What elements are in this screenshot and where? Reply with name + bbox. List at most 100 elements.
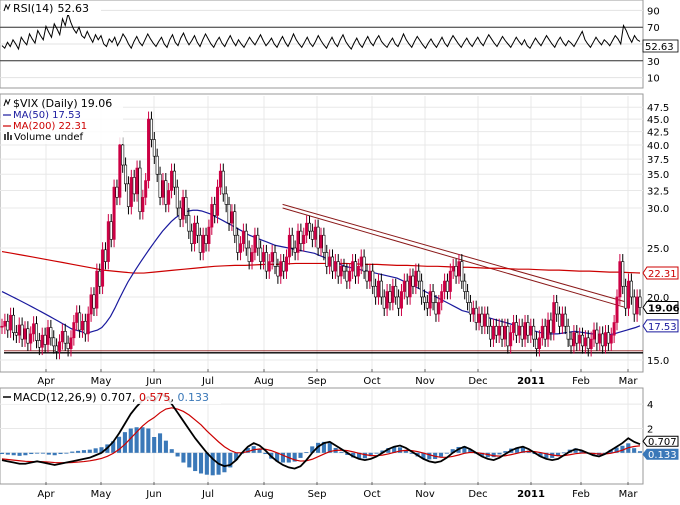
price-bar-body (325, 252, 329, 267)
macd-histogram-bar (117, 436, 122, 453)
price-bar-body (612, 322, 616, 336)
price-bar-body (503, 325, 507, 340)
macd-y-tick-labels: 42 (647, 400, 653, 435)
price-bar-body (69, 337, 73, 349)
price-bar-body (569, 338, 573, 347)
macd-histogram-bar (234, 452, 239, 461)
price-bar-body (345, 270, 349, 282)
price-bar-body (466, 291, 470, 303)
price-x-tick-label: Apr (37, 376, 55, 387)
price-bar-body (322, 234, 326, 253)
macd-histogram-bar (169, 449, 174, 453)
macd-histogram-bar (152, 437, 157, 453)
price-bar-body (9, 314, 13, 331)
macd-histogram-bar (280, 452, 286, 463)
price-bar-body (558, 313, 562, 327)
macd-histogram-bar (462, 446, 467, 453)
price-bar-body (305, 222, 309, 236)
price-bar-body (632, 296, 636, 315)
rsi-y-tick-label: 70 (647, 23, 660, 34)
price-x-tick-label: Jul (201, 376, 214, 387)
macd-histogram-bar (304, 452, 309, 453)
macd-last-value: 0.707 (648, 437, 677, 448)
price-bar-body (89, 294, 93, 315)
price-bar-body (37, 340, 41, 348)
price-bar-body (172, 170, 176, 188)
macd-histogram-bar (52, 452, 57, 456)
price-bar-body (566, 325, 570, 340)
macd-histogram-bar (356, 452, 362, 459)
macd-histogram-bar (146, 428, 151, 453)
price-bar-body (428, 291, 432, 309)
price-x-tick-label: Mar (619, 376, 639, 387)
macd-x-tick-label: Oct (363, 489, 380, 500)
macd-histogram-bar (163, 440, 168, 453)
macd-histogram-bar (538, 452, 543, 457)
macd-histogram-bar (403, 450, 408, 453)
price-bar-body (417, 270, 421, 282)
macd-histogram-bar (228, 452, 233, 468)
price-bar-body (451, 266, 455, 272)
price-bar-body (193, 222, 197, 244)
price-bar-body (523, 322, 527, 340)
macd-histogram-bar (380, 450, 385, 453)
price-bar-body (586, 337, 590, 349)
price-bar-body (60, 331, 64, 343)
price-bar-body (431, 291, 435, 303)
macd-histogram-bar (573, 448, 578, 453)
macd-histogram-bar (362, 452, 367, 459)
macd-legend: MACD(12,26,9) 0.707, 0.575, 0.133 (1, 390, 221, 404)
price-bar-body (535, 338, 539, 349)
price-bar-body (397, 296, 401, 309)
price-bar-body (264, 252, 268, 272)
ma200-series (1, 250, 641, 274)
price-bar-body (348, 270, 352, 282)
price-bar-body (29, 333, 33, 344)
price-bar-body (615, 296, 619, 323)
price-bar-body (480, 313, 484, 327)
price-bar-body (49, 327, 53, 339)
macd-histogram-bar (76, 450, 81, 453)
macd-histogram-bar (46, 452, 51, 455)
price-bar-body (313, 226, 317, 240)
price-bar-body (598, 333, 602, 344)
macd-histogram-bar (17, 452, 22, 456)
macd-histogram-bar (257, 449, 262, 453)
price-x-tick-label: Aug (254, 376, 274, 387)
price-bar-body (362, 256, 366, 272)
price-bar-body (601, 333, 605, 347)
price-bar-body (152, 139, 156, 157)
price-bar-body (144, 180, 148, 198)
rsi-icon (3, 3, 11, 12)
macd-histogram-bar (210, 452, 215, 476)
price-bar-body (181, 197, 185, 220)
price-bar-body (319, 234, 323, 249)
price-bar-body (336, 261, 340, 277)
price-bar-body (287, 234, 291, 258)
price-bar-body (445, 280, 449, 292)
price-y-tick-label: 35.0 (647, 170, 669, 181)
price-bar-body (3, 320, 7, 327)
price-bar-body (379, 280, 383, 298)
price-bar-body (230, 211, 234, 224)
price-last-value: 22.31 (648, 269, 677, 280)
macd-histogram-bar (345, 452, 350, 455)
price-bar-body (552, 302, 556, 333)
macd-histogram-bar (368, 452, 373, 457)
price-bar-body (132, 177, 136, 195)
price-bar-body (244, 230, 248, 249)
macd-x-tick-label: Apr (37, 489, 55, 500)
macd-last-box (642, 435, 679, 447)
price-y-tick-label: 15.0 (647, 356, 669, 367)
ma200-line (1, 250, 641, 274)
rsi-line (1, 11, 641, 51)
price-bar-body (233, 211, 237, 236)
macd-histogram-bar (64, 452, 69, 454)
price-bar-body (285, 256, 289, 272)
price-bar-body (52, 337, 56, 347)
price-bar-body (555, 302, 559, 315)
price-bar-body (296, 230, 300, 253)
macd-histogram-bar (386, 448, 391, 453)
price-last-box (642, 266, 679, 280)
price-bar-body (543, 325, 547, 340)
